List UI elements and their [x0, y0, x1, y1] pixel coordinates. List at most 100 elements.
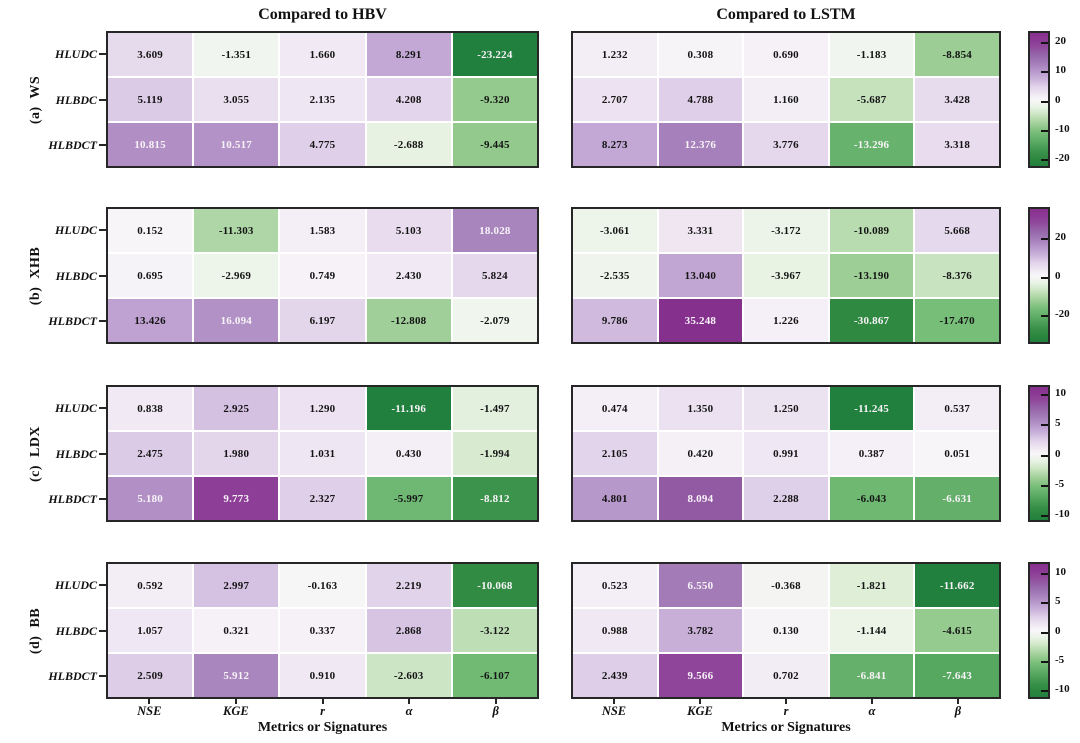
heatmap-cell: -1.821 [829, 564, 914, 607]
colorbar-tick-mark [1041, 631, 1048, 634]
heatmap-cell: 2.997 [194, 564, 279, 607]
heatmap-cell: 12.376 [658, 123, 743, 166]
heatmap-cell: -1.994 [452, 432, 537, 475]
heatmap-cell: -7.643 [915, 654, 999, 697]
colorbar-tick-label: -20 [1055, 152, 1070, 165]
heatmap-cell: 5.912 [194, 654, 279, 697]
colorbar-tick-label: 0 [1055, 624, 1061, 637]
heatmap-cell: 0.690 [744, 33, 828, 76]
y-tick-label: HLBDC [55, 92, 97, 107]
heatmap-cell: 0.474 [573, 387, 657, 430]
colorbar-tick-mark [1041, 572, 1048, 575]
heatmap-cell: 5.668 [915, 209, 999, 252]
heatmap-cell: -3.172 [744, 209, 828, 252]
heatmap-cell: 0.130 [744, 609, 828, 652]
heatmap-cell: 2.707 [573, 78, 657, 121]
heatmap-cell: -23.224 [452, 33, 537, 76]
x-tick-label: β [954, 704, 962, 718]
x-tick-mark [871, 699, 873, 704]
heatmap-cell: 2.509 [108, 654, 193, 697]
colorbar-tick-mark [1041, 454, 1048, 457]
heatmap-cell: 0.337 [280, 609, 365, 652]
x-tick-label: α [868, 704, 876, 718]
colorbar-tick-label: 10 [1055, 565, 1066, 578]
heatmap-cell: -9.320 [452, 78, 537, 121]
y-tick-mark [99, 320, 106, 323]
colorbar-tick-label: 0 [1055, 447, 1061, 460]
x-tick-mark [785, 699, 787, 704]
heatmap-cell: -1.144 [829, 609, 914, 652]
heatmap-cell: 9.786 [573, 299, 657, 342]
heatmap-cell: -1.497 [452, 387, 537, 430]
heatmap-cell: 0.910 [280, 654, 365, 697]
colorbar-tick-label: -10 [1055, 122, 1070, 135]
heatmap-cell: -9.445 [452, 123, 537, 166]
colorbar-tick-mark [1041, 602, 1048, 605]
heatmap-cell: 1.350 [658, 387, 743, 430]
x-tick-label: β [492, 704, 499, 718]
colorbar-tick-mark [1041, 129, 1048, 132]
heatmap-cell: 8.291 [366, 33, 451, 76]
heatmap-cell: -1.183 [829, 33, 914, 76]
heatmap-cell: -3.061 [573, 209, 657, 252]
colorbar-tick-label: 10 [1055, 64, 1066, 76]
y-tick-label: HLBDC [55, 623, 97, 638]
x-tick-mark [148, 699, 151, 704]
heatmap-cell: 0.051 [915, 432, 999, 475]
x-tick-mark [321, 699, 324, 704]
y-tick-mark [99, 406, 106, 409]
heatmap-cell: 1.980 [194, 432, 279, 475]
colorbar-tick-mark [1041, 159, 1048, 162]
y-tick-label: HLBDCT [48, 669, 97, 684]
y-tick-label: HLUDC [55, 400, 97, 415]
x-tick-label: KGE [687, 704, 713, 718]
x-tick-label: r [320, 704, 325, 718]
heatmap-cell: 6.550 [658, 564, 743, 607]
heatmap-cell: -1.351 [194, 33, 279, 76]
heatmap-cell: 10.815 [108, 123, 193, 166]
column-title-lstm: Compared to LSTM [716, 6, 856, 23]
y-tick-mark [99, 498, 106, 501]
colorbar [1028, 207, 1050, 344]
colorbar-tick-label: 0 [1055, 269, 1061, 282]
heatmap-cell: 4.775 [280, 123, 365, 166]
colorbar-tick-mark [1041, 690, 1048, 693]
colorbar-tick-label: 20 [1055, 230, 1066, 243]
heatmap-cell: -6.107 [452, 654, 537, 697]
y-tick-mark [99, 228, 106, 231]
y-tick-label: HLBDC [55, 446, 97, 461]
colorbar [1028, 385, 1050, 522]
heatmap-cell: 1.057 [108, 609, 193, 652]
heatmap-cell: 2.430 [366, 254, 451, 297]
heatmap-cell: 0.152 [108, 209, 193, 252]
heatmap-cell: -3.967 [744, 254, 828, 297]
heatmap-cell: -3.122 [452, 609, 537, 652]
heatmap-cell: -6.841 [829, 654, 914, 697]
y-tick-mark [99, 52, 106, 55]
heatmap-cell: 3.782 [658, 609, 743, 652]
heatmap-panel-hbv-row3: 0.838 2.925 1.290 -11.196 -1.497 2.475 1.980 1.… [106, 385, 539, 522]
heatmap-cell: 16.094 [194, 299, 279, 342]
heatmap-cell: -2.688 [366, 123, 451, 166]
heatmap-cell: -11.662 [915, 564, 999, 607]
y-tick-mark [99, 144, 106, 147]
y-tick-mark [99, 452, 106, 455]
colorbar [1028, 31, 1050, 168]
heatmap-cell: 0.695 [108, 254, 193, 297]
column-title-hbv: Compared to HBV [258, 6, 387, 23]
heatmap-cell: 0.838 [108, 387, 193, 430]
heatmap-cell: -11.196 [366, 387, 451, 430]
heatmap-cell: 2.135 [280, 78, 365, 121]
colorbar-tick-mark [1041, 484, 1048, 487]
heatmap-cell: 8.094 [658, 477, 743, 520]
heatmap-cell: -2.535 [573, 254, 657, 297]
colorbar-tick-label: -10 [1055, 683, 1070, 696]
heatmap-cell: -6.043 [829, 477, 914, 520]
y-tick-mark [99, 583, 106, 586]
colorbar-tick-mark [1041, 315, 1048, 318]
heatmap-cell: -6.631 [915, 477, 999, 520]
x-tick-label: r [783, 704, 789, 718]
heatmap-panel-lstm-row4: 0.523 6.550 -0.368 -1.821 -11.662 0.988 3.782 0… [571, 562, 1001, 699]
y-tick-mark [99, 98, 106, 101]
